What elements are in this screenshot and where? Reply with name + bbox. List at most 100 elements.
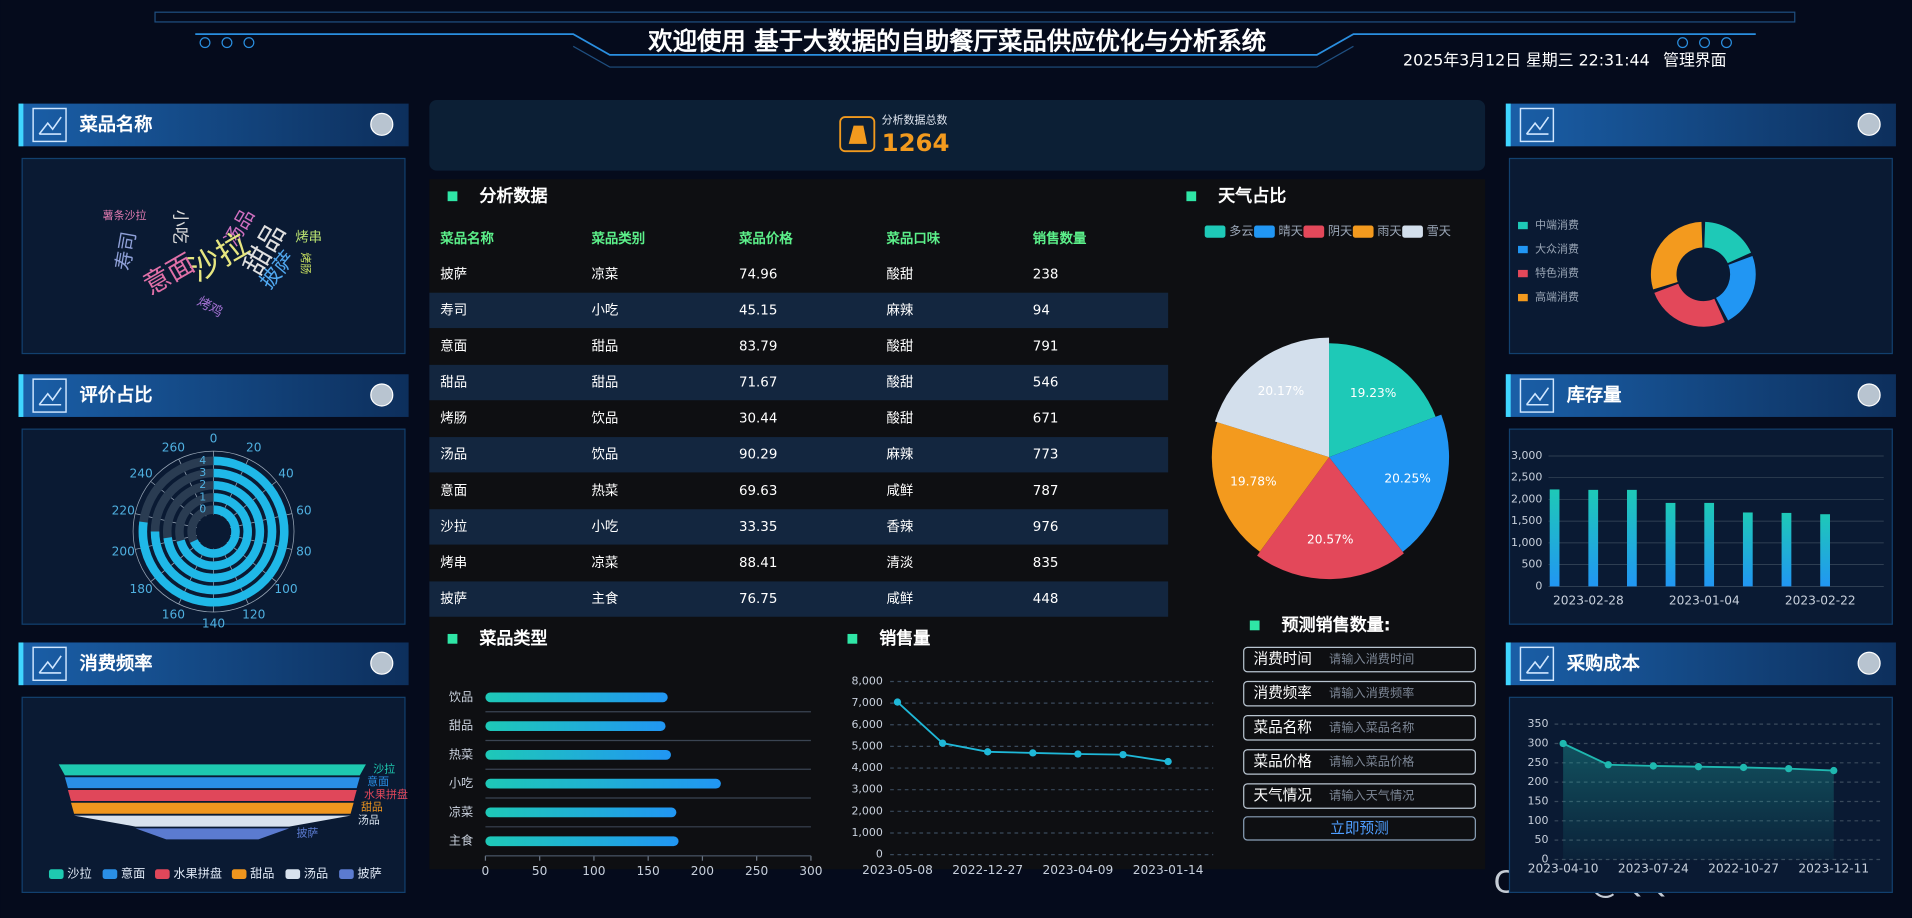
table-cell: 74.96 <box>739 267 777 282</box>
table-cell: 饮品 <box>591 411 618 427</box>
input-field[interactable] <box>1243 749 1476 775</box>
word: 薯条沙拉 <box>103 208 147 222</box>
table-cell: 咸鲜 <box>887 591 914 607</box>
table-row-stripe <box>429 581 1169 617</box>
pie-slice <box>1329 414 1450 552</box>
polar-bar <box>150 468 277 595</box>
point <box>1739 763 1748 772</box>
table-cell: 238 <box>1033 267 1059 282</box>
field-placeholder[interactable]: 请输入菜品名称 <box>1329 719 1414 734</box>
panel-title-bar <box>18 103 409 147</box>
y-tick-label: 2,000 <box>1511 492 1542 505</box>
bar <box>1588 489 1599 587</box>
section-title: 分析数据 <box>479 185 547 206</box>
panel-icon-glyph <box>38 655 62 674</box>
predict-button-label[interactable]: 立即预测 <box>1330 820 1388 837</box>
legend-label: 甜品 <box>250 867 274 881</box>
panel-icon-glyph <box>38 116 62 135</box>
x-tick-label: 200 <box>691 864 714 878</box>
legend-label: 高端消费 <box>1535 290 1579 304</box>
field-label: 天气情况 <box>1253 787 1312 804</box>
panel-action-icon <box>1857 651 1881 675</box>
summary-icon <box>839 116 876 153</box>
legend-swatch <box>231 869 247 879</box>
angle-tick-label: 100 <box>274 582 297 596</box>
panel-icon-glyph <box>38 387 62 406</box>
polar-bar <box>163 480 265 583</box>
section-title: 预测销售数量: <box>1282 614 1391 635</box>
y-tick-label: 200 <box>1528 775 1549 788</box>
funnel-layer <box>67 789 357 801</box>
field-placeholder[interactable]: 请输入消费频率 <box>1329 685 1414 700</box>
panel-title-bar <box>18 374 409 417</box>
table-cell: 甜品 <box>591 338 618 354</box>
donut-segment <box>1654 283 1725 327</box>
input-field[interactable] <box>1243 715 1476 741</box>
table-cell: 88.41 <box>739 556 777 571</box>
slice-label: 19.23% <box>1350 386 1396 400</box>
table-cell: 酸甜 <box>887 266 914 282</box>
panel-icon <box>32 378 67 413</box>
y-tick-label: 主食 <box>449 833 473 848</box>
radius-tick-label: 0 <box>199 503 206 516</box>
x-tick-label: 2023-12-11 <box>1798 862 1869 876</box>
angle-tick-label: 40 <box>278 466 294 480</box>
legend-swatch <box>1402 225 1423 238</box>
input-field[interactable] <box>1243 646 1476 673</box>
table-cell: 976 <box>1033 520 1059 535</box>
panel-icon-glyph <box>1525 116 1550 135</box>
bar <box>1627 489 1637 587</box>
angle-tick-label: 20 <box>246 441 262 455</box>
bar <box>1704 502 1715 587</box>
y-tick-label: 甜品 <box>449 719 473 733</box>
point <box>1694 763 1703 771</box>
point <box>1649 762 1657 770</box>
table-header: 销售数量 <box>1033 230 1087 247</box>
table-cell: 烤肠 <box>440 411 467 427</box>
legend-label: 晴天 <box>1278 224 1302 238</box>
panel-title-accent <box>18 374 24 417</box>
pie-slice <box>1257 457 1404 580</box>
table-cell: 787 <box>1033 484 1059 499</box>
y-tick-label: 1,500 <box>1511 514 1542 527</box>
table-cell: 30.44 <box>739 412 777 427</box>
panel-action-icon <box>370 651 394 675</box>
table-row-stripe <box>429 437 1169 473</box>
angle-tick-label: 220 <box>112 503 135 517</box>
field-placeholder[interactable]: 请输入消费时间 <box>1329 651 1414 666</box>
angle-tick-label: 120 <box>242 608 265 622</box>
x-tick-label: 300 <box>799 864 822 878</box>
table-cell: 773 <box>1033 448 1059 463</box>
table-cell: 甜品 <box>591 375 618 391</box>
panel-title-bar <box>18 642 409 686</box>
angle-tick-label: 200 <box>112 545 135 559</box>
predict-button[interactable] <box>1243 816 1476 841</box>
table-cell: 麻辣 <box>887 447 914 463</box>
table-header: 菜品口味 <box>886 230 941 247</box>
legend-label: 特色消费 <box>1535 266 1579 280</box>
point <box>893 698 902 706</box>
table-cell: 546 <box>1033 376 1059 391</box>
input-field[interactable] <box>1243 680 1476 707</box>
pie-slice <box>1329 343 1436 458</box>
table-cell: 清淡 <box>887 555 914 571</box>
table-cell: 69.63 <box>739 484 777 499</box>
panel-icon-glyph <box>1525 387 1550 406</box>
table-cell: 791 <box>1033 339 1059 354</box>
x-tick-label: 2023-01-14 <box>1133 863 1204 877</box>
field-placeholder[interactable]: 请输入天气情况 <box>1329 788 1414 803</box>
table-cell: 汤品 <box>440 447 467 463</box>
legend-swatch <box>1303 225 1325 238</box>
funnel-label: 披萨 <box>296 825 318 839</box>
point <box>1029 749 1037 757</box>
table-header: 菜品价格 <box>738 230 793 247</box>
input-field[interactable] <box>1243 783 1476 809</box>
y-tick-label: 0 <box>1542 852 1549 865</box>
field-placeholder[interactable]: 请输入菜品价格 <box>1329 753 1414 768</box>
angle-tick-label: 240 <box>129 466 152 480</box>
table-cell: 酸甜 <box>887 338 914 354</box>
y-tick-label: 3,000 <box>1511 449 1542 462</box>
pie-slice <box>1211 422 1330 552</box>
table-row-stripe <box>429 364 1169 401</box>
area <box>1563 743 1834 860</box>
